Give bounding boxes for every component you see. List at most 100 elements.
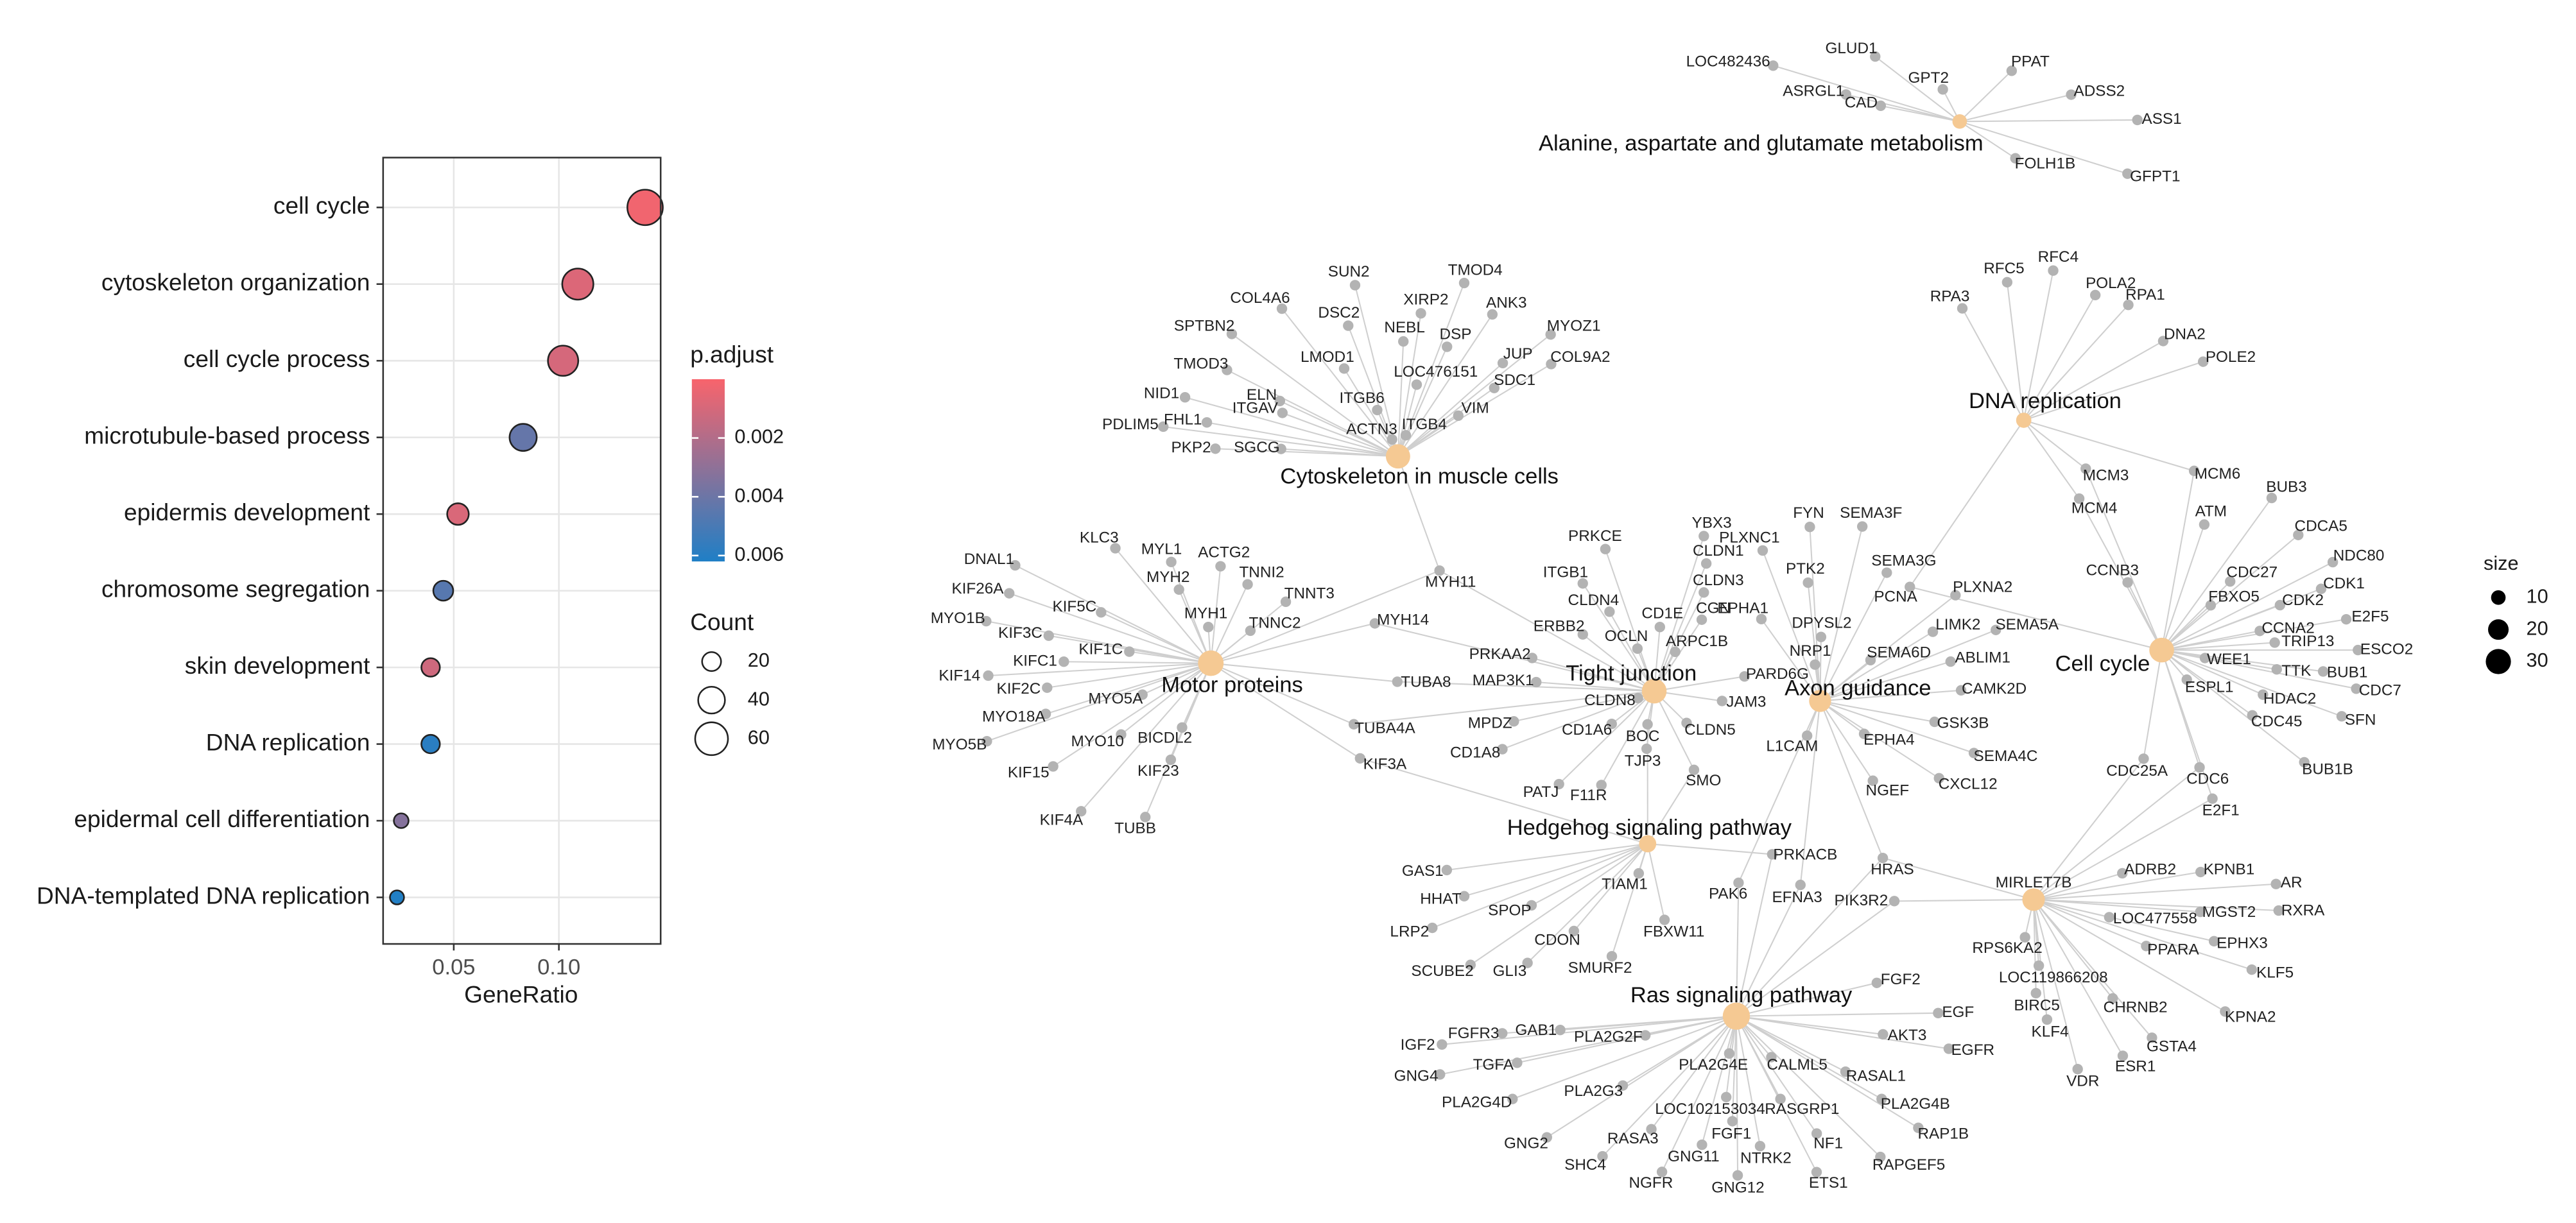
edge: [2033, 871, 2201, 901]
gene-label: TUBB: [1114, 819, 1156, 837]
edge: [987, 662, 1211, 742]
gene-node: [1733, 877, 1744, 889]
edge: [1735, 1016, 1739, 1176]
gene-label: BIRC5: [2014, 997, 2060, 1014]
gene-node: [2299, 757, 2310, 768]
gene-label: PDLIM5: [1102, 416, 1159, 433]
gene-label: DSP: [1439, 325, 1471, 343]
gene-label: PRKCE: [1568, 527, 1622, 545]
pathway-node: [2022, 888, 2045, 911]
gene-label: LOC476151: [1394, 363, 1478, 381]
gene-node: [1875, 100, 1887, 112]
gene-label: ITGB4: [1402, 416, 1447, 433]
gene-node: [1927, 626, 1939, 637]
edge: [1736, 1012, 1939, 1017]
gene-label: FGF2: [1881, 971, 1921, 988]
gene-label: MYL1: [1141, 540, 1182, 558]
edge: [2033, 872, 2123, 900]
edge: [1100, 612, 1211, 664]
gene-node: [1681, 717, 1692, 728]
gene-label: GLUD1: [1826, 40, 1878, 57]
gene-label: TTK: [2281, 662, 2311, 680]
edge: [2161, 649, 2324, 672]
edge: [1602, 1015, 1737, 1157]
edge: [1397, 314, 1493, 457]
edge: [1397, 363, 1503, 457]
gene-label: KIF4A: [1040, 812, 1084, 829]
gene-label: CLDN4: [1568, 592, 1620, 609]
gene-label: PLA2G4B: [1881, 1095, 1950, 1113]
dot: [393, 812, 410, 829]
edge: [2161, 604, 2281, 651]
size-legend-key: [701, 651, 722, 672]
gene-label: NDC80: [2333, 547, 2385, 565]
gene-label: TNNI2: [1239, 563, 1284, 581]
gene-node: [1338, 363, 1350, 374]
edge: [1582, 633, 1655, 692]
gene-label: ABLIM1: [1955, 649, 2010, 666]
gene-node: [1757, 545, 1768, 556]
gene-label: CDK1: [2323, 575, 2365, 592]
edge: [1047, 662, 1211, 688]
edge: [1210, 662, 1361, 759]
gene-node: [1222, 364, 1232, 375]
gene-label: GNG2: [1504, 1135, 1548, 1152]
gene-label: HHAT: [1420, 890, 1461, 907]
gene-node: [1453, 410, 1464, 421]
gene-label: CLDN5: [1684, 721, 1736, 739]
gene-label: COL4A6: [1230, 289, 1290, 307]
edge: [1762, 550, 1821, 701]
gene-label: MIRLET7B: [1996, 874, 2072, 891]
pathway-label: Motor proteins: [1161, 673, 1303, 697]
edge: [1354, 285, 1399, 457]
edge: [2161, 649, 2263, 696]
gene-node: [1811, 1128, 1822, 1139]
pathway-label: Cytoskeleton in muscle cells: [1280, 465, 1559, 489]
edge: [1514, 690, 1655, 723]
gene-node: [1040, 708, 1051, 719]
edge: [2033, 899, 2226, 1013]
gene-label: VIM: [1462, 399, 1489, 416]
gene-label: SDC1: [1494, 372, 1535, 389]
edge: [1819, 526, 1863, 701]
gene-label: L1CAM: [1766, 737, 1818, 755]
gene-label: CDC25A: [2106, 762, 2168, 780]
pathway-node: [1641, 678, 1667, 704]
gene-node: [2274, 599, 2286, 611]
gene-node: [2048, 265, 2059, 276]
gene-label: KIF5C: [1052, 598, 1096, 615]
gene-node: [1905, 581, 1915, 592]
gene-node: [1659, 914, 1670, 925]
gene-node: [1210, 443, 1221, 454]
gene-label: HRAS: [1871, 860, 1914, 878]
gene-node: [1933, 1007, 1944, 1019]
gene-label: FGFR3: [1448, 1025, 1500, 1042]
gene-label: MYH11: [1425, 574, 1476, 591]
edge: [1470, 843, 1648, 966]
gene-label: MCM3: [2083, 466, 2129, 484]
gene-node: [1632, 643, 1643, 654]
color-bar-label: 0.002: [734, 425, 784, 448]
edge: [1464, 843, 1648, 897]
gene-node: [1434, 565, 1445, 576]
edge: [1609, 611, 1655, 692]
gene-label: ADSS2: [2074, 83, 2125, 100]
edge: [1661, 1016, 1737, 1172]
edge: [1397, 341, 1405, 457]
gene-label: TGFA: [1473, 1056, 1514, 1073]
size-legend-label: 20: [748, 649, 770, 671]
gene-label: POLE2: [2206, 348, 2256, 366]
gene-node: [1442, 341, 1453, 352]
gene-node: [1048, 761, 1059, 772]
gene-node: [1348, 719, 1360, 730]
pathway-node: [1722, 1002, 1750, 1030]
gene-node: [1140, 812, 1151, 823]
gene-label: WEE1: [2207, 651, 2251, 668]
edge: [1819, 700, 1940, 779]
gene-node: [1226, 329, 1238, 339]
gene-node: [1642, 719, 1653, 730]
edge: [1178, 589, 1212, 663]
gene-node: [1497, 357, 1508, 369]
edge: [2127, 582, 2163, 651]
